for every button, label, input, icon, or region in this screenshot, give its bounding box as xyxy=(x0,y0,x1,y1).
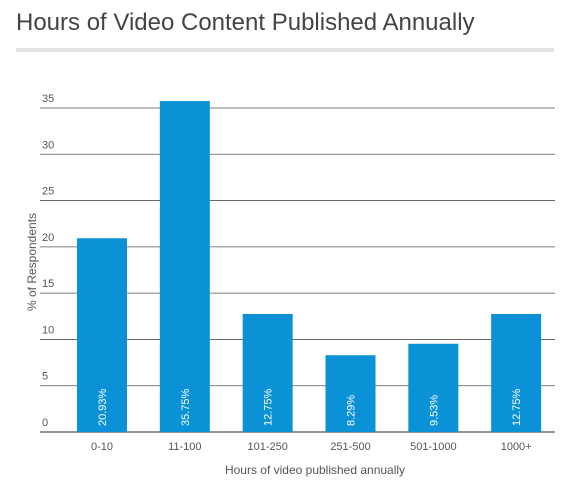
bar-0-10 xyxy=(77,238,127,432)
y-tick-label: 20 xyxy=(42,232,54,244)
y-tick-label: 15 xyxy=(42,278,54,290)
bar-1000+ xyxy=(491,313,542,432)
data-label: 12.75% xyxy=(263,388,275,426)
data-label: 35.75% xyxy=(180,388,192,426)
y-tick-label: 0 xyxy=(42,417,48,429)
bars xyxy=(77,101,542,433)
y-tick-label: 25 xyxy=(42,186,54,198)
bar-101-250 xyxy=(242,313,293,432)
data-label: 9.53% xyxy=(428,395,440,426)
x-tick-label: 1000+ xyxy=(501,441,532,453)
y-tick-label: 5 xyxy=(42,371,48,383)
x-tick-label: 501-1000 xyxy=(410,441,457,453)
x-tick-label: 101-250 xyxy=(247,441,287,453)
y-tick-label: 35 xyxy=(42,93,54,105)
y-tick-label: 10 xyxy=(42,324,54,336)
chart-title: Hours of Video Content Published Annuall… xyxy=(16,9,475,36)
x-tick-label: 11-100 xyxy=(168,441,201,453)
data-label: 8.29% xyxy=(346,395,358,426)
y-tick-label: 30 xyxy=(42,139,54,151)
data-label: 20.93% xyxy=(97,388,109,426)
x-tick-label: 0-10 xyxy=(91,441,113,453)
x-tick-labels: 0-10 11-100 101-250 251-500 501-1000 1000+ xyxy=(91,441,532,453)
data-label: 12.75% xyxy=(511,388,523,426)
title-divider xyxy=(16,48,554,52)
bar-data-labels: 20.93% 35.75% 12.75% 8.29% 9.53% 12.75% xyxy=(97,388,523,426)
y-axis-title: % of Respondents xyxy=(25,213,39,311)
x-axis-title: Hours of video published annually xyxy=(225,463,405,477)
bar-251-500 xyxy=(325,355,376,432)
bar-11-100 xyxy=(159,101,210,433)
x-tick-label: 251-500 xyxy=(330,441,370,453)
bar-501-1000 xyxy=(408,343,459,432)
y-tick-labels: 0 5 10 15 20 25 30 35 xyxy=(42,93,54,429)
